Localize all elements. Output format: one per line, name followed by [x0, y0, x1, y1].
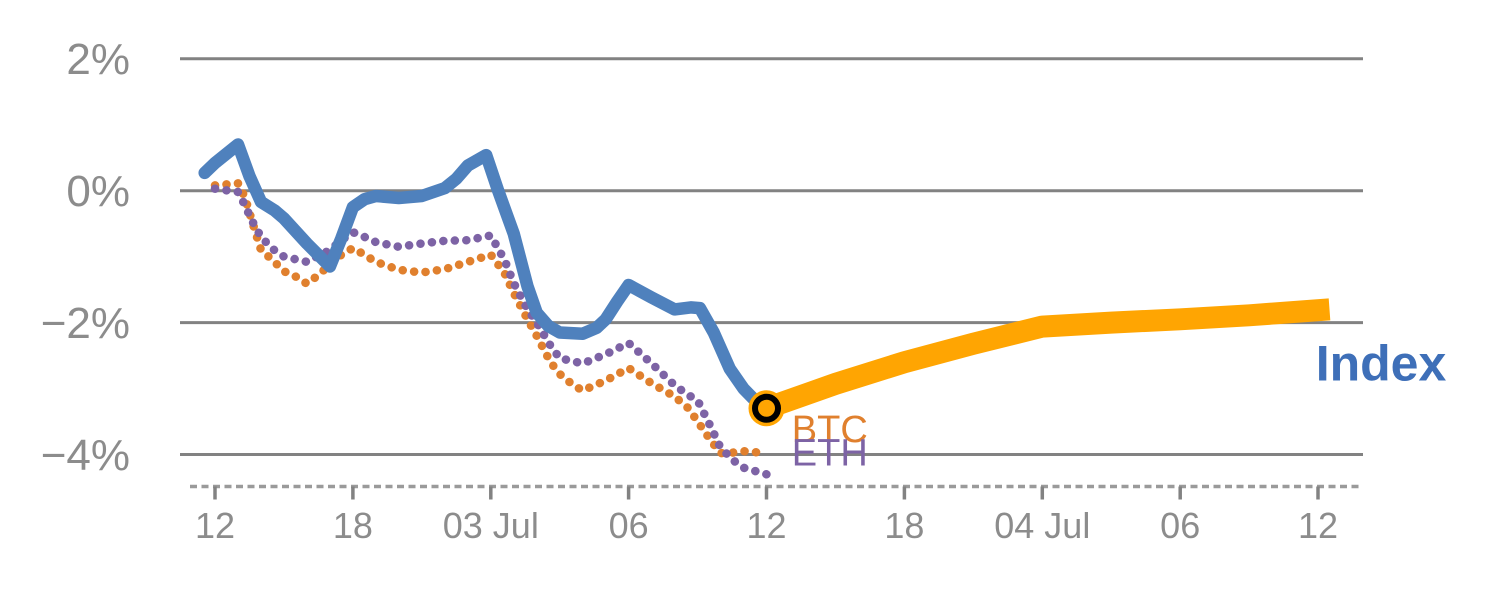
series-label-eth: ETH	[792, 433, 868, 475]
x-axis-tick-label: 12	[1298, 505, 1338, 546]
x-axis-tick-label: 12	[746, 505, 786, 546]
y-axis-tick-label: 2%	[66, 35, 130, 84]
y-axis-tick-label: −4%	[41, 431, 130, 480]
x-axis-tick-label: 18	[884, 505, 924, 546]
series-index-forecast-line	[762, 298, 1331, 419]
y-axis-tick-label: −2%	[41, 299, 130, 348]
forecast-start-marker	[752, 393, 781, 423]
series-eth-line	[210, 184, 771, 479]
x-axis-tick-label: 06	[1160, 505, 1200, 546]
y-axis-tick-label: 0%	[66, 167, 130, 216]
x-axis-tick-label: 04 Jul	[994, 505, 1090, 546]
x-axis-tick-label: 03 Jul	[443, 505, 539, 546]
series-btc-line	[210, 179, 764, 458]
x-axis-tick-label: 18	[333, 505, 373, 546]
series-label-btc: BTC	[792, 409, 868, 451]
series-index-line	[198, 138, 773, 415]
x-axis-tick-label: 12	[195, 505, 235, 546]
x-axis-tick-label: 06	[609, 505, 649, 546]
series-label-index: Index	[1316, 336, 1447, 392]
